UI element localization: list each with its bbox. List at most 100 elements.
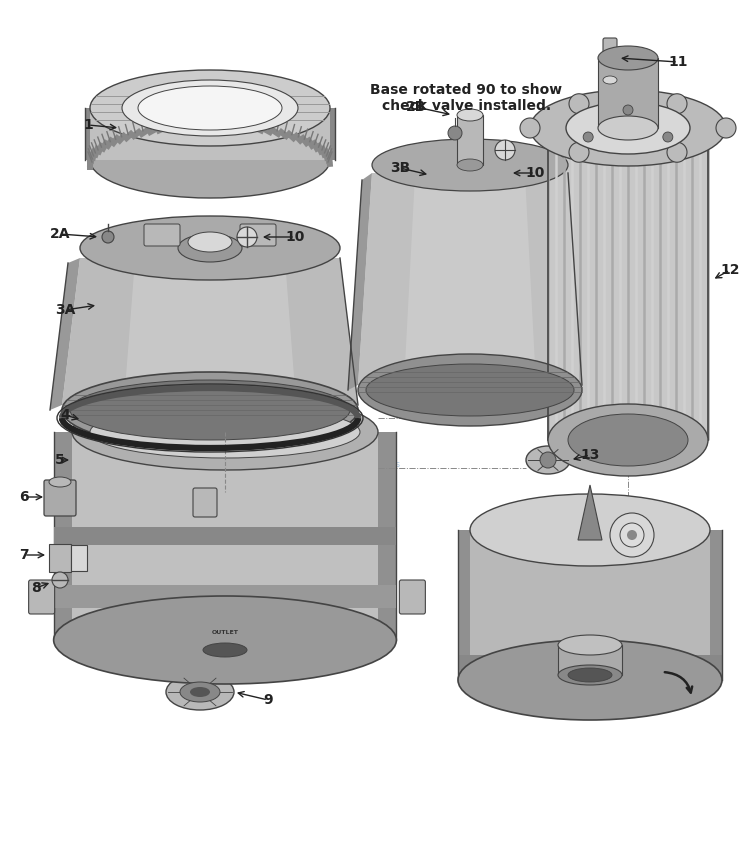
Bar	[315, 142, 325, 156]
Ellipse shape	[178, 234, 242, 262]
Polygon shape	[378, 432, 396, 640]
Bar	[269, 127, 282, 138]
Bar	[326, 155, 333, 167]
Bar	[285, 130, 298, 142]
Ellipse shape	[358, 354, 582, 426]
Bar	[299, 134, 311, 147]
Polygon shape	[358, 173, 582, 385]
Ellipse shape	[470, 494, 710, 566]
Polygon shape	[470, 530, 710, 680]
Bar	[310, 139, 321, 153]
Circle shape	[520, 118, 540, 138]
Bar	[104, 137, 115, 150]
Polygon shape	[598, 58, 658, 128]
Text: 13: 13	[581, 448, 599, 462]
Bar	[242, 123, 256, 133]
Circle shape	[102, 231, 114, 243]
Bar	[92, 145, 102, 158]
Bar	[89, 148, 98, 162]
Bar	[165, 123, 177, 133]
Polygon shape	[710, 530, 722, 680]
Bar	[305, 137, 317, 150]
Text: 1: 1	[83, 118, 93, 132]
Ellipse shape	[49, 477, 71, 487]
Text: 12: 12	[720, 263, 740, 277]
Circle shape	[237, 227, 257, 247]
Ellipse shape	[72, 394, 378, 470]
Text: 10: 10	[285, 230, 305, 244]
Text: 4: 4	[60, 408, 70, 422]
Bar	[95, 142, 105, 156]
Circle shape	[627, 530, 637, 540]
Circle shape	[448, 126, 462, 140]
Polygon shape	[578, 485, 602, 540]
FancyBboxPatch shape	[29, 580, 55, 614]
Ellipse shape	[90, 70, 330, 146]
Bar	[277, 128, 290, 140]
Circle shape	[663, 132, 673, 142]
Bar	[155, 124, 168, 134]
Circle shape	[569, 142, 589, 162]
Ellipse shape	[62, 372, 358, 448]
Ellipse shape	[568, 414, 688, 466]
Text: 11: 11	[669, 55, 688, 69]
Bar	[223, 122, 236, 130]
Bar	[123, 130, 135, 142]
Ellipse shape	[203, 643, 247, 657]
Ellipse shape	[548, 404, 708, 476]
Ellipse shape	[372, 139, 568, 191]
FancyBboxPatch shape	[49, 544, 71, 572]
Circle shape	[667, 94, 687, 114]
Ellipse shape	[526, 446, 570, 474]
Ellipse shape	[598, 116, 658, 140]
Ellipse shape	[558, 635, 622, 655]
FancyBboxPatch shape	[144, 224, 180, 246]
Circle shape	[52, 572, 68, 588]
Bar	[146, 125, 159, 136]
FancyBboxPatch shape	[240, 224, 276, 246]
Text: Pool Parts
To Go: Pool Parts To Go	[359, 461, 401, 479]
Ellipse shape	[598, 46, 658, 70]
Bar	[194, 122, 206, 129]
Ellipse shape	[53, 596, 396, 684]
Polygon shape	[53, 585, 396, 608]
Ellipse shape	[166, 674, 234, 710]
Text: 2B: 2B	[406, 100, 426, 114]
Bar	[292, 132, 305, 144]
Polygon shape	[330, 108, 335, 160]
Circle shape	[610, 513, 654, 557]
Text: 8: 8	[31, 581, 41, 595]
Circle shape	[540, 452, 556, 468]
Text: 9: 9	[263, 693, 273, 707]
Ellipse shape	[457, 109, 483, 121]
Ellipse shape	[366, 364, 574, 416]
Bar	[319, 145, 329, 158]
Bar	[322, 148, 331, 162]
Ellipse shape	[90, 122, 330, 198]
Ellipse shape	[180, 682, 220, 702]
Ellipse shape	[193, 602, 257, 622]
Text: 3B: 3B	[390, 161, 410, 175]
Text: 5: 5	[55, 453, 65, 467]
Polygon shape	[193, 612, 257, 650]
Polygon shape	[72, 432, 378, 640]
Bar	[251, 124, 265, 134]
Bar	[260, 125, 274, 136]
FancyBboxPatch shape	[603, 38, 617, 82]
Ellipse shape	[138, 86, 282, 130]
Bar	[138, 127, 151, 138]
Polygon shape	[405, 175, 535, 365]
Text: 3A: 3A	[55, 303, 75, 317]
FancyBboxPatch shape	[399, 580, 426, 614]
Circle shape	[569, 94, 589, 114]
Polygon shape	[53, 527, 396, 545]
Ellipse shape	[70, 380, 350, 440]
FancyBboxPatch shape	[193, 488, 217, 517]
Bar	[174, 122, 187, 132]
Ellipse shape	[566, 102, 690, 154]
Ellipse shape	[558, 665, 622, 685]
Ellipse shape	[80, 216, 340, 280]
Polygon shape	[125, 260, 295, 390]
Ellipse shape	[188, 232, 232, 252]
Bar	[87, 155, 94, 167]
